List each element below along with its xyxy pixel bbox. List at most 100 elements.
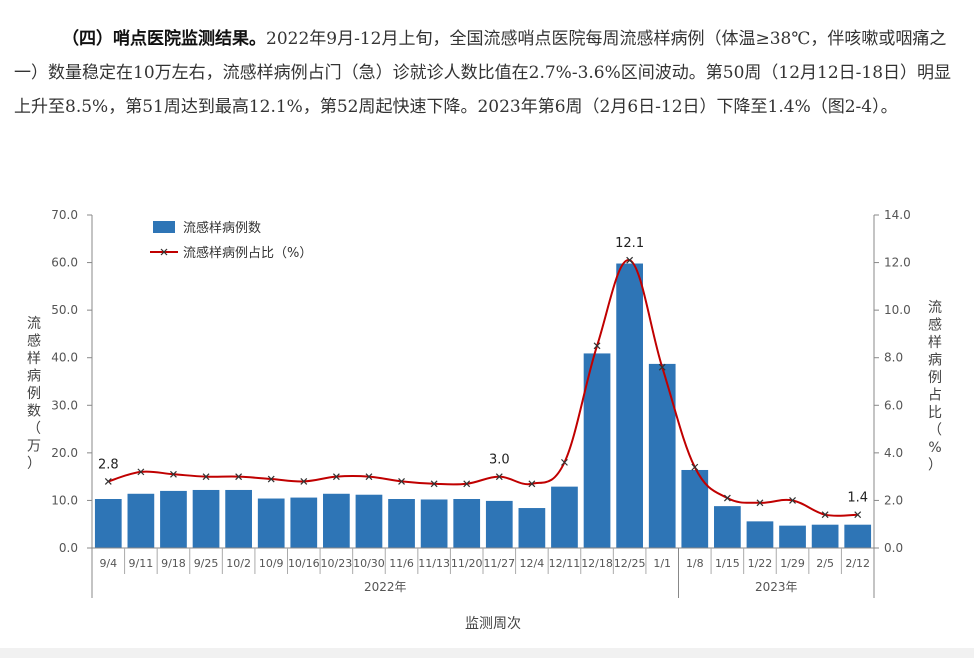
bar-11/20 — [453, 499, 481, 548]
bottom-strip — [0, 648, 974, 658]
left-tick-label: 0.0 — [59, 541, 78, 555]
bar-12/25 — [616, 263, 643, 548]
point-1/29 — [789, 497, 796, 504]
point-9/18 — [170, 470, 177, 478]
x-tick-label: 11/13 — [418, 557, 450, 570]
left-tick-label: 20.0 — [51, 446, 78, 460]
left-y-axis: 0.0 10.0 20.0 30.0 40.0 50.0 60.0 70.0 — [51, 208, 93, 555]
ratio-line — [107, 259, 858, 517]
bar-11/13 — [420, 499, 448, 548]
paragraph-body: 2022年9月-12月上旬，全国流感哨点医院每周流感样病例（体温≥38℃，伴咳嗽… — [14, 29, 952, 117]
point-10/2 — [235, 473, 243, 481]
right-tick-label: 8.0 — [884, 351, 903, 365]
bar-9/11 — [127, 493, 155, 548]
x-axis: 9/4 9/11 9/18 9/25 10/2 10/9 10/16 10/23 10/30 11… — [91, 547, 875, 598]
legend-bar-label: 流感样病例数 — [183, 220, 261, 236]
x-tick-label: 9/11 — [129, 557, 154, 570]
left-tick-label: 50.0 — [51, 303, 78, 317]
right-y-axis: 0.0 2.0 4.0 6.0 8.0 10.0 12.0 14.0 — [873, 208, 911, 555]
x-tick-label: 9/4 — [99, 557, 117, 570]
left-axis-title: 流感样病例数（万） — [27, 316, 41, 472]
combo-chart: 0.0 10.0 20.0 30.0 40.0 50.0 60.0 70.0 0.0 2.0 4.… — [27, 208, 942, 632]
bar-10/16 — [290, 497, 318, 548]
axis-titles: 流感样病例数（万） 流感样病例占比（%） 监测周次 — [27, 300, 942, 632]
point-12/4 — [528, 480, 536, 488]
x-tick-label: 12/18 — [581, 557, 613, 570]
year-label: 2023年 — [755, 580, 798, 594]
x-tick-label: 12/11 — [549, 557, 581, 570]
bar-1/22 — [746, 521, 774, 548]
point-1/8 — [691, 463, 699, 471]
x-tick-label: 10/2 — [226, 557, 251, 570]
data-label: 2.8 — [98, 457, 119, 472]
legend-bar-swatch — [153, 221, 175, 233]
point-1/1 — [658, 363, 666, 371]
bar-9/25 — [192, 489, 220, 548]
point-10/30 — [365, 473, 373, 481]
legend-line-label: 流感样病例占比（%） — [183, 245, 312, 261]
bar-12/4 — [518, 508, 546, 548]
point-11/13 — [430, 480, 438, 488]
point-10/9 — [267, 475, 275, 483]
right-tick-label: 4.0 — [884, 446, 903, 460]
x-tick-label: 12/4 — [520, 557, 545, 570]
bar-10/2 — [225, 489, 252, 548]
bar-9/4 — [94, 499, 122, 548]
left-tick-label: 70.0 — [51, 208, 78, 222]
paragraph-heading: （四）哨点医院监测结果。 — [62, 29, 266, 49]
bar-1/15 — [714, 506, 741, 548]
left-tick-label: 40.0 — [51, 351, 78, 365]
x-tick-label: 1/15 — [715, 557, 740, 570]
x-tick-label: 10/30 — [353, 557, 385, 570]
point-11/20 — [463, 480, 471, 488]
bar-10/23 — [323, 493, 350, 548]
x-tick-label: 10/9 — [259, 557, 284, 570]
x-axis-title: 监测周次 — [465, 616, 521, 632]
point-9/11 — [137, 468, 145, 476]
x-tick-label: 10/16 — [288, 557, 320, 570]
x-tick-label: 9/18 — [161, 557, 186, 570]
bar-2/5 — [811, 524, 839, 548]
bar-2/12 — [844, 524, 872, 548]
point-12/18 — [593, 342, 601, 350]
point-1/15 — [723, 494, 731, 502]
bar-series — [94, 263, 872, 548]
bar-1/29 — [779, 525, 806, 548]
x-tick-label: 12/25 — [614, 557, 646, 570]
bar-10/9 — [257, 498, 285, 548]
report-paragraph: （四）哨点医院监测结果。2022年9月-12月上旬，全国流感哨点医院每周流感样病… — [14, 22, 964, 124]
data-label: 3.0 — [489, 453, 510, 468]
point-10/16 — [300, 477, 308, 485]
data-label: 1.4 — [847, 491, 868, 506]
right-tick-label: 2.0 — [884, 493, 903, 507]
data-labels: 2.8 3.0 12.1 1.4 — [98, 236, 868, 506]
left-tick-label: 30.0 — [51, 398, 78, 412]
right-tick-label: 0.0 — [884, 541, 903, 555]
bar-12/18 — [583, 353, 611, 548]
point-9/25 — [202, 473, 210, 481]
point-11/27 — [495, 473, 503, 481]
x-tick-label: 1/8 — [686, 557, 704, 570]
x-tick-label: 10/23 — [321, 557, 353, 570]
x-tick-label: 9/25 — [194, 557, 219, 570]
line-series — [104, 256, 862, 519]
point-12/11 — [561, 458, 568, 466]
right-tick-label: 14.0 — [884, 208, 911, 222]
point-9/4 — [104, 477, 112, 485]
point-12/25 — [626, 256, 634, 264]
x-tick-label: 11/27 — [483, 557, 515, 570]
x-tick-label: 2/12 — [845, 557, 870, 570]
x-tick-label: 2/5 — [816, 557, 834, 570]
bar-1/1 — [648, 363, 676, 548]
right-axis-title: 流感样病例占比（%） — [928, 300, 942, 474]
point-1/22 — [756, 499, 764, 507]
bar-11/6 — [388, 499, 415, 548]
left-tick-label: 10.0 — [51, 493, 78, 507]
point-10/23 — [332, 473, 340, 481]
x-tick-label: 1/29 — [780, 557, 805, 570]
right-tick-label: 6.0 — [884, 398, 903, 412]
x-tick-label: 11/20 — [451, 557, 483, 570]
x-tick-label: 1/22 — [748, 557, 773, 570]
right-tick-label: 12.0 — [884, 256, 911, 270]
